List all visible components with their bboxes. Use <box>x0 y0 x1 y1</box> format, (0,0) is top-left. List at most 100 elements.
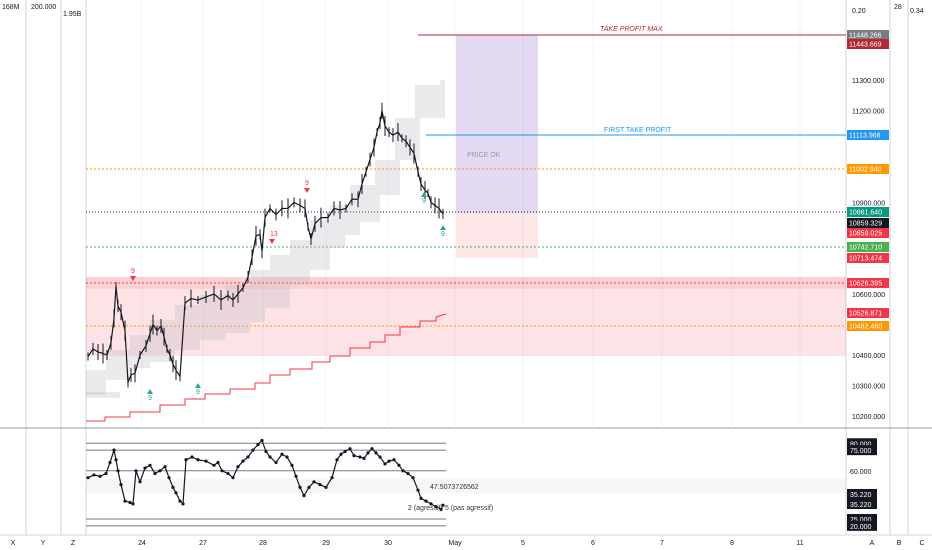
osc-tick-bg <box>847 438 877 449</box>
price-tag-bg <box>847 253 889 263</box>
osc-point <box>294 474 298 478</box>
osc-point <box>312 480 316 484</box>
td-arrow-icon <box>147 389 153 394</box>
td-arrow-icon <box>195 383 201 388</box>
osc-point <box>274 460 278 465</box>
osc-point <box>343 449 347 454</box>
td-arrow-icon <box>440 225 446 230</box>
price-tag: 11002.940 <box>849 167 882 174</box>
osc-point <box>339 452 343 456</box>
osc-point <box>392 458 396 462</box>
osc-tick: 60.000 <box>850 469 872 476</box>
osc-value-bg <box>847 499 877 509</box>
td-count: 9 <box>422 198 426 205</box>
osc-point <box>220 469 224 473</box>
time-tick: 11 <box>796 540 803 547</box>
time-axis[interactable]: 24 27 28 29 30 May 5 6 7 8 11 <box>138 540 804 547</box>
osc-tick: 25.000 <box>850 517 872 524</box>
first-take-profit-label: FIRST TAKE PROFIT <box>604 127 672 134</box>
osc-point <box>143 466 147 470</box>
osc-point <box>429 502 433 506</box>
demand-zone <box>86 277 846 356</box>
price-tag-bg <box>847 242 889 252</box>
cloud-base <box>86 392 120 398</box>
osc-point <box>439 507 443 511</box>
price-tag-bg <box>847 39 889 49</box>
osc-point <box>302 493 306 498</box>
position-profit-zone[interactable] <box>456 35 538 213</box>
osc-point <box>112 448 116 452</box>
time-tick: 8 <box>730 540 734 547</box>
osc-point <box>108 460 112 465</box>
take-profit-max-label: TAKE PROFIT MAX <box>600 26 663 33</box>
td-arrow-icon <box>269 239 275 244</box>
right-scale-top-2: 0.34 <box>910 8 924 15</box>
scale-control-c[interactable]: C <box>919 540 924 547</box>
scale-control-x[interactable]: X <box>11 540 16 547</box>
osc-point <box>416 488 420 492</box>
price-tick: 10900.000 <box>852 200 885 207</box>
price-tag: 10859.329 <box>849 221 882 228</box>
osc-value-tag: 35.220 <box>850 502 872 509</box>
osc-point <box>171 485 175 489</box>
price-ok-label: PRICE OK <box>467 152 501 159</box>
osc-point <box>98 474 102 478</box>
price-tag-bg <box>847 207 889 217</box>
osc-point <box>378 455 382 459</box>
osc-point <box>318 482 322 487</box>
scale-control-y[interactable]: Y <box>41 540 46 547</box>
osc-point <box>406 471 410 476</box>
scale-control-a[interactable]: A <box>870 540 875 547</box>
price-tick: 10600.000 <box>852 292 885 299</box>
price-tick: 10300.000 <box>852 384 885 391</box>
right-scale-top-1: 0.20 <box>852 8 866 15</box>
osc-point <box>174 491 178 495</box>
osc-value-tag: 35.220 <box>850 492 872 499</box>
scale-control-z[interactable]: Z <box>71 540 76 547</box>
right-scales <box>845 0 909 535</box>
td-sequential-markers: 9 9 9 13 9 9 9 <box>130 180 446 402</box>
price-tag: 10859.025 <box>849 231 882 238</box>
oscillator-pane <box>86 479 846 493</box>
osc-point <box>231 476 235 480</box>
price-tag-bg <box>847 30 889 40</box>
osc-point <box>134 469 138 473</box>
osc-tick-bg <box>847 513 877 524</box>
osc-point <box>330 476 334 480</box>
price-series <box>87 102 444 388</box>
osc-point <box>114 458 118 462</box>
price-tag: 11113.968 <box>849 133 881 140</box>
osc-point <box>241 459 245 463</box>
osc-point <box>264 449 268 454</box>
osc-point <box>374 451 378 455</box>
trailing-stop <box>86 313 447 422</box>
osc-point <box>226 471 230 476</box>
osc-point <box>358 455 362 459</box>
osc-point <box>158 469 162 473</box>
osc-point <box>216 460 220 465</box>
price-tag: 10626.395 <box>849 281 882 288</box>
osc-point <box>251 448 255 452</box>
price-axis[interactable]: 11300.000 11200.000 10900.000 10600.000 1040… <box>852 78 885 421</box>
position-stop-zone[interactable] <box>456 213 538 258</box>
price-tag-bg <box>847 228 889 238</box>
osc-tick: 75.000 <box>850 448 872 455</box>
time-tick: 24 <box>138 540 146 547</box>
osc-point <box>324 485 328 489</box>
td-count: 9 <box>196 389 200 396</box>
price-tag: 10526.871 <box>849 311 882 318</box>
time-tick: 27 <box>199 540 207 547</box>
osc-point <box>119 482 123 487</box>
osc-point <box>181 502 185 506</box>
time-tick: 7 <box>660 540 664 547</box>
osc-tick-bg <box>847 520 877 531</box>
scale-control-b[interactable]: B <box>897 540 902 547</box>
osc-point <box>335 458 339 462</box>
osc-point <box>441 503 445 507</box>
osc-point <box>256 443 260 447</box>
oscillator-series <box>86 438 445 511</box>
oscillator-settings-label: 2 (agressif) 5 (pas agressif) <box>408 505 493 512</box>
